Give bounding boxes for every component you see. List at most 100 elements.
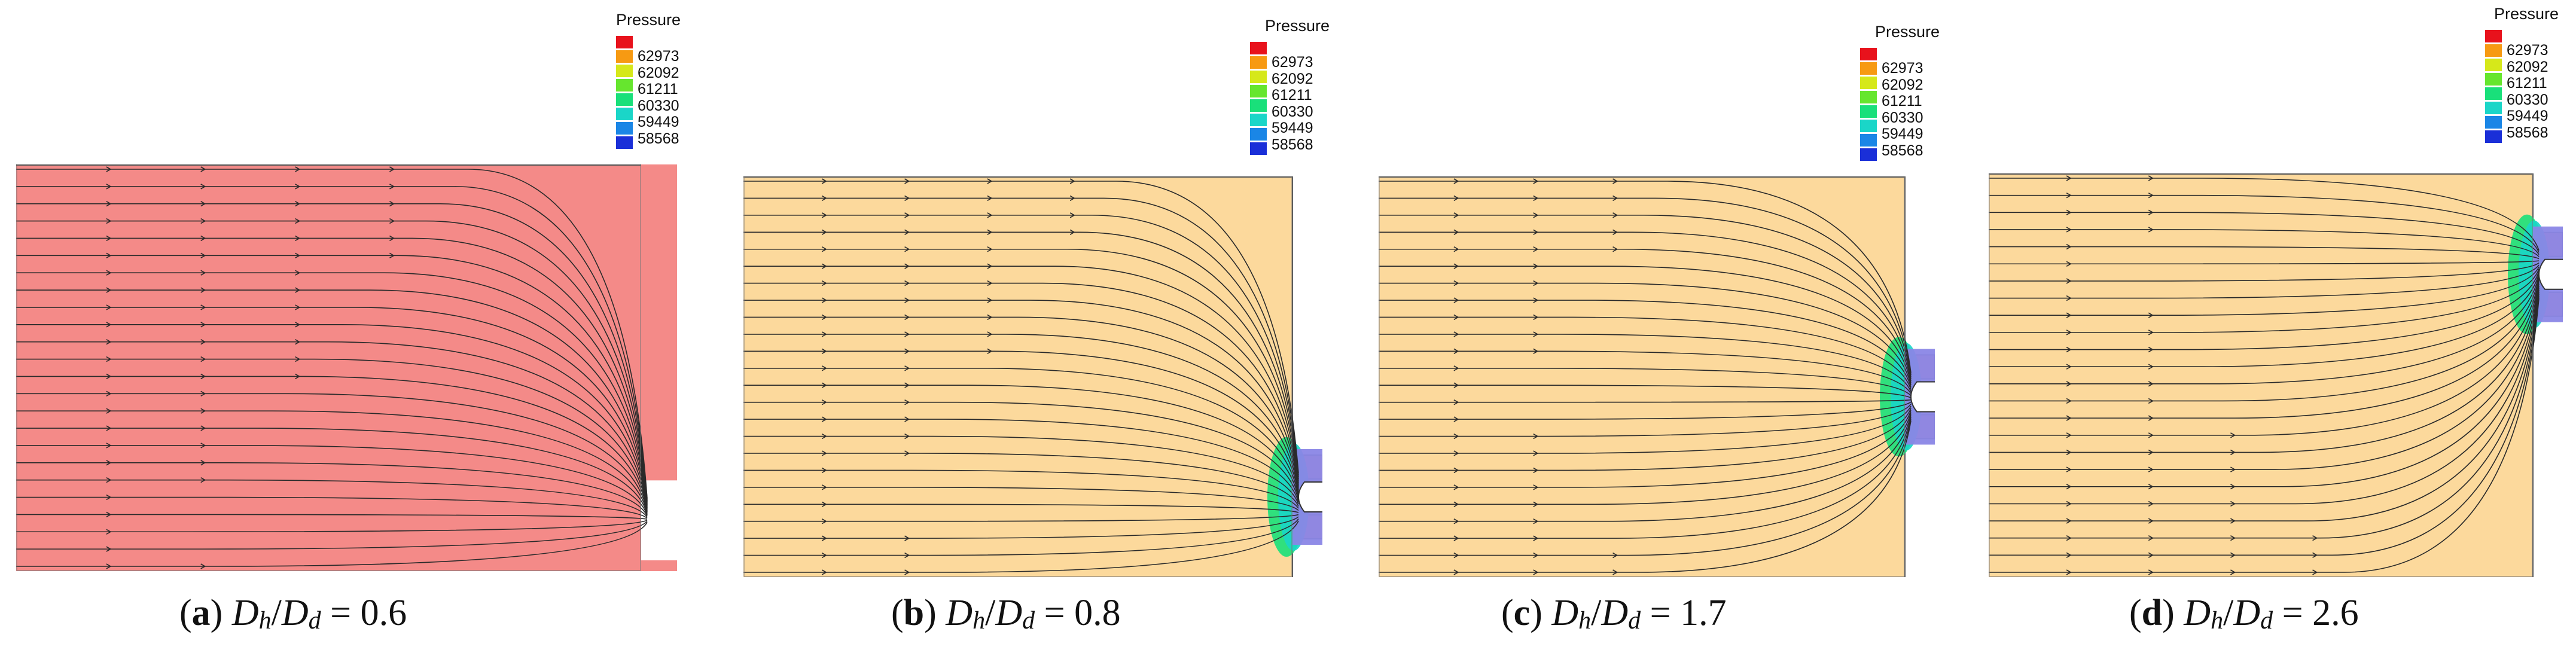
flow-arrow xyxy=(200,339,206,345)
flow-arrow xyxy=(200,443,206,449)
legend-swatch xyxy=(1250,128,1267,141)
flow-arrow xyxy=(1533,484,1539,490)
caption-a: (a) Dh/Dd = 0.6 xyxy=(179,593,407,634)
legend-tick-label: 58568 xyxy=(1882,142,1923,159)
flow-arrow xyxy=(987,297,993,303)
flow-arrow xyxy=(2066,346,2072,353)
pressure-legend-c: Pressure 62973 62092 61211 60330 59449 58568 xyxy=(1857,23,1940,172)
pressure-legend-b: Pressure 62973 62092 61211 60330 59449 58568 xyxy=(1247,17,1330,166)
flow-arrow xyxy=(904,212,910,218)
flow-arrow xyxy=(2066,295,2072,301)
legend-swatch xyxy=(616,79,633,91)
flow-arrow xyxy=(389,252,395,259)
flow-arrow xyxy=(821,195,827,202)
flow-arrow xyxy=(2148,364,2154,370)
flow-arrow xyxy=(106,339,112,345)
flow-arrow xyxy=(1453,263,1459,269)
flow-arrow xyxy=(1453,229,1459,235)
flow-arrow xyxy=(821,569,827,575)
flow-arrow xyxy=(904,569,910,575)
flow-arrow xyxy=(106,546,112,552)
legend-swatch xyxy=(1250,56,1267,69)
flow-arrow xyxy=(200,408,206,414)
legend-swatch xyxy=(1860,48,1877,60)
flow-arrow xyxy=(821,365,827,371)
flow-arrow xyxy=(904,552,910,559)
flow-arrow xyxy=(904,280,910,286)
flow-arrow xyxy=(1453,331,1459,337)
flow-arrow xyxy=(1533,314,1539,321)
flow-arrow xyxy=(2148,415,2154,421)
flow-arrow xyxy=(1533,450,1539,456)
flow-arrow xyxy=(1533,297,1539,303)
legend-title: Pressure xyxy=(1875,23,1940,41)
flow-arrow xyxy=(106,443,112,449)
legend-swatch xyxy=(2485,116,2502,129)
flow-arrow xyxy=(200,235,206,242)
flow-arrow xyxy=(389,166,395,172)
legend-tick-label: 62973 xyxy=(1882,60,1923,77)
caption-label-a: a xyxy=(191,593,211,633)
legend-swatch xyxy=(1860,148,1877,161)
flow-arrow xyxy=(295,184,301,190)
flow-arrow xyxy=(200,391,206,396)
flow-arrow xyxy=(1533,552,1539,559)
flow-arrow xyxy=(106,235,112,242)
flow-arrow xyxy=(821,433,827,440)
flow-arrow xyxy=(987,246,993,252)
flow-arrow xyxy=(2148,312,2154,318)
flow-arrow xyxy=(200,304,206,310)
flow-arrow xyxy=(2066,261,2072,267)
flow-arrow xyxy=(821,297,827,303)
legend-swatch xyxy=(2485,44,2502,57)
flow-arrow xyxy=(2230,501,2236,507)
flow-arrow xyxy=(1533,246,1539,252)
flow-arrow xyxy=(1612,229,1618,235)
flow-arrow xyxy=(2230,552,2236,559)
flow-arrow xyxy=(2230,518,2236,524)
flow-arrow xyxy=(1533,518,1539,524)
flow-arrow xyxy=(2312,552,2318,559)
legend-tick-label: 62973 xyxy=(638,48,679,65)
flow-arrow xyxy=(106,166,112,172)
legend-tick-label: 61211 xyxy=(1272,87,1312,104)
legend-title: Pressure xyxy=(2494,5,2559,23)
flow-arrow xyxy=(821,484,827,490)
legend-swatch xyxy=(616,65,633,77)
flow-arrow xyxy=(987,314,993,321)
flow-arrow xyxy=(295,270,301,276)
flow-arrow xyxy=(1533,229,1539,235)
flow-arrow xyxy=(1069,178,1075,184)
flow-arrow xyxy=(2148,449,2154,456)
flow-arrow xyxy=(1533,501,1539,507)
domain-frame xyxy=(16,164,641,571)
legend-tick-label: 61211 xyxy=(2507,75,2547,92)
flow-arrow xyxy=(2148,192,2154,199)
legend-tick-label: 58568 xyxy=(1272,136,1313,153)
caption-value-a: 0.6 xyxy=(360,593,407,633)
fluid-domain xyxy=(16,164,641,571)
pressure-legend-a: Pressure 62973 62092 61211 60330 59449 58568 xyxy=(613,11,685,160)
streamline-plot-b xyxy=(743,176,1322,577)
flow-arrow xyxy=(904,348,910,355)
legend-tick-label: 61211 xyxy=(1882,93,1922,110)
flow-arrow xyxy=(2066,312,2072,318)
legend-tick-label: 62092 xyxy=(1882,76,1923,93)
flow-arrow xyxy=(1453,484,1459,490)
streamlines xyxy=(1989,175,2540,575)
flow-arrow xyxy=(1453,195,1459,202)
flow-arrow xyxy=(1612,212,1618,218)
flow-arrow xyxy=(904,399,910,405)
flow-arrow xyxy=(1453,178,1459,184)
flow-arrow xyxy=(295,252,301,259)
flow-arrow xyxy=(2230,466,2236,472)
flow-arrow xyxy=(200,322,206,328)
legend-swatch xyxy=(1860,134,1877,147)
legend-swatch xyxy=(2485,130,2502,143)
caption-b: (b) Dh/Dd = 0.8 xyxy=(891,593,1121,634)
flow-arrow xyxy=(2066,569,2072,575)
legend-swatch xyxy=(2485,73,2502,86)
legend-tick-label: 60330 xyxy=(1882,109,1923,126)
flow-arrow xyxy=(295,373,301,380)
flow-arrow xyxy=(904,195,910,202)
